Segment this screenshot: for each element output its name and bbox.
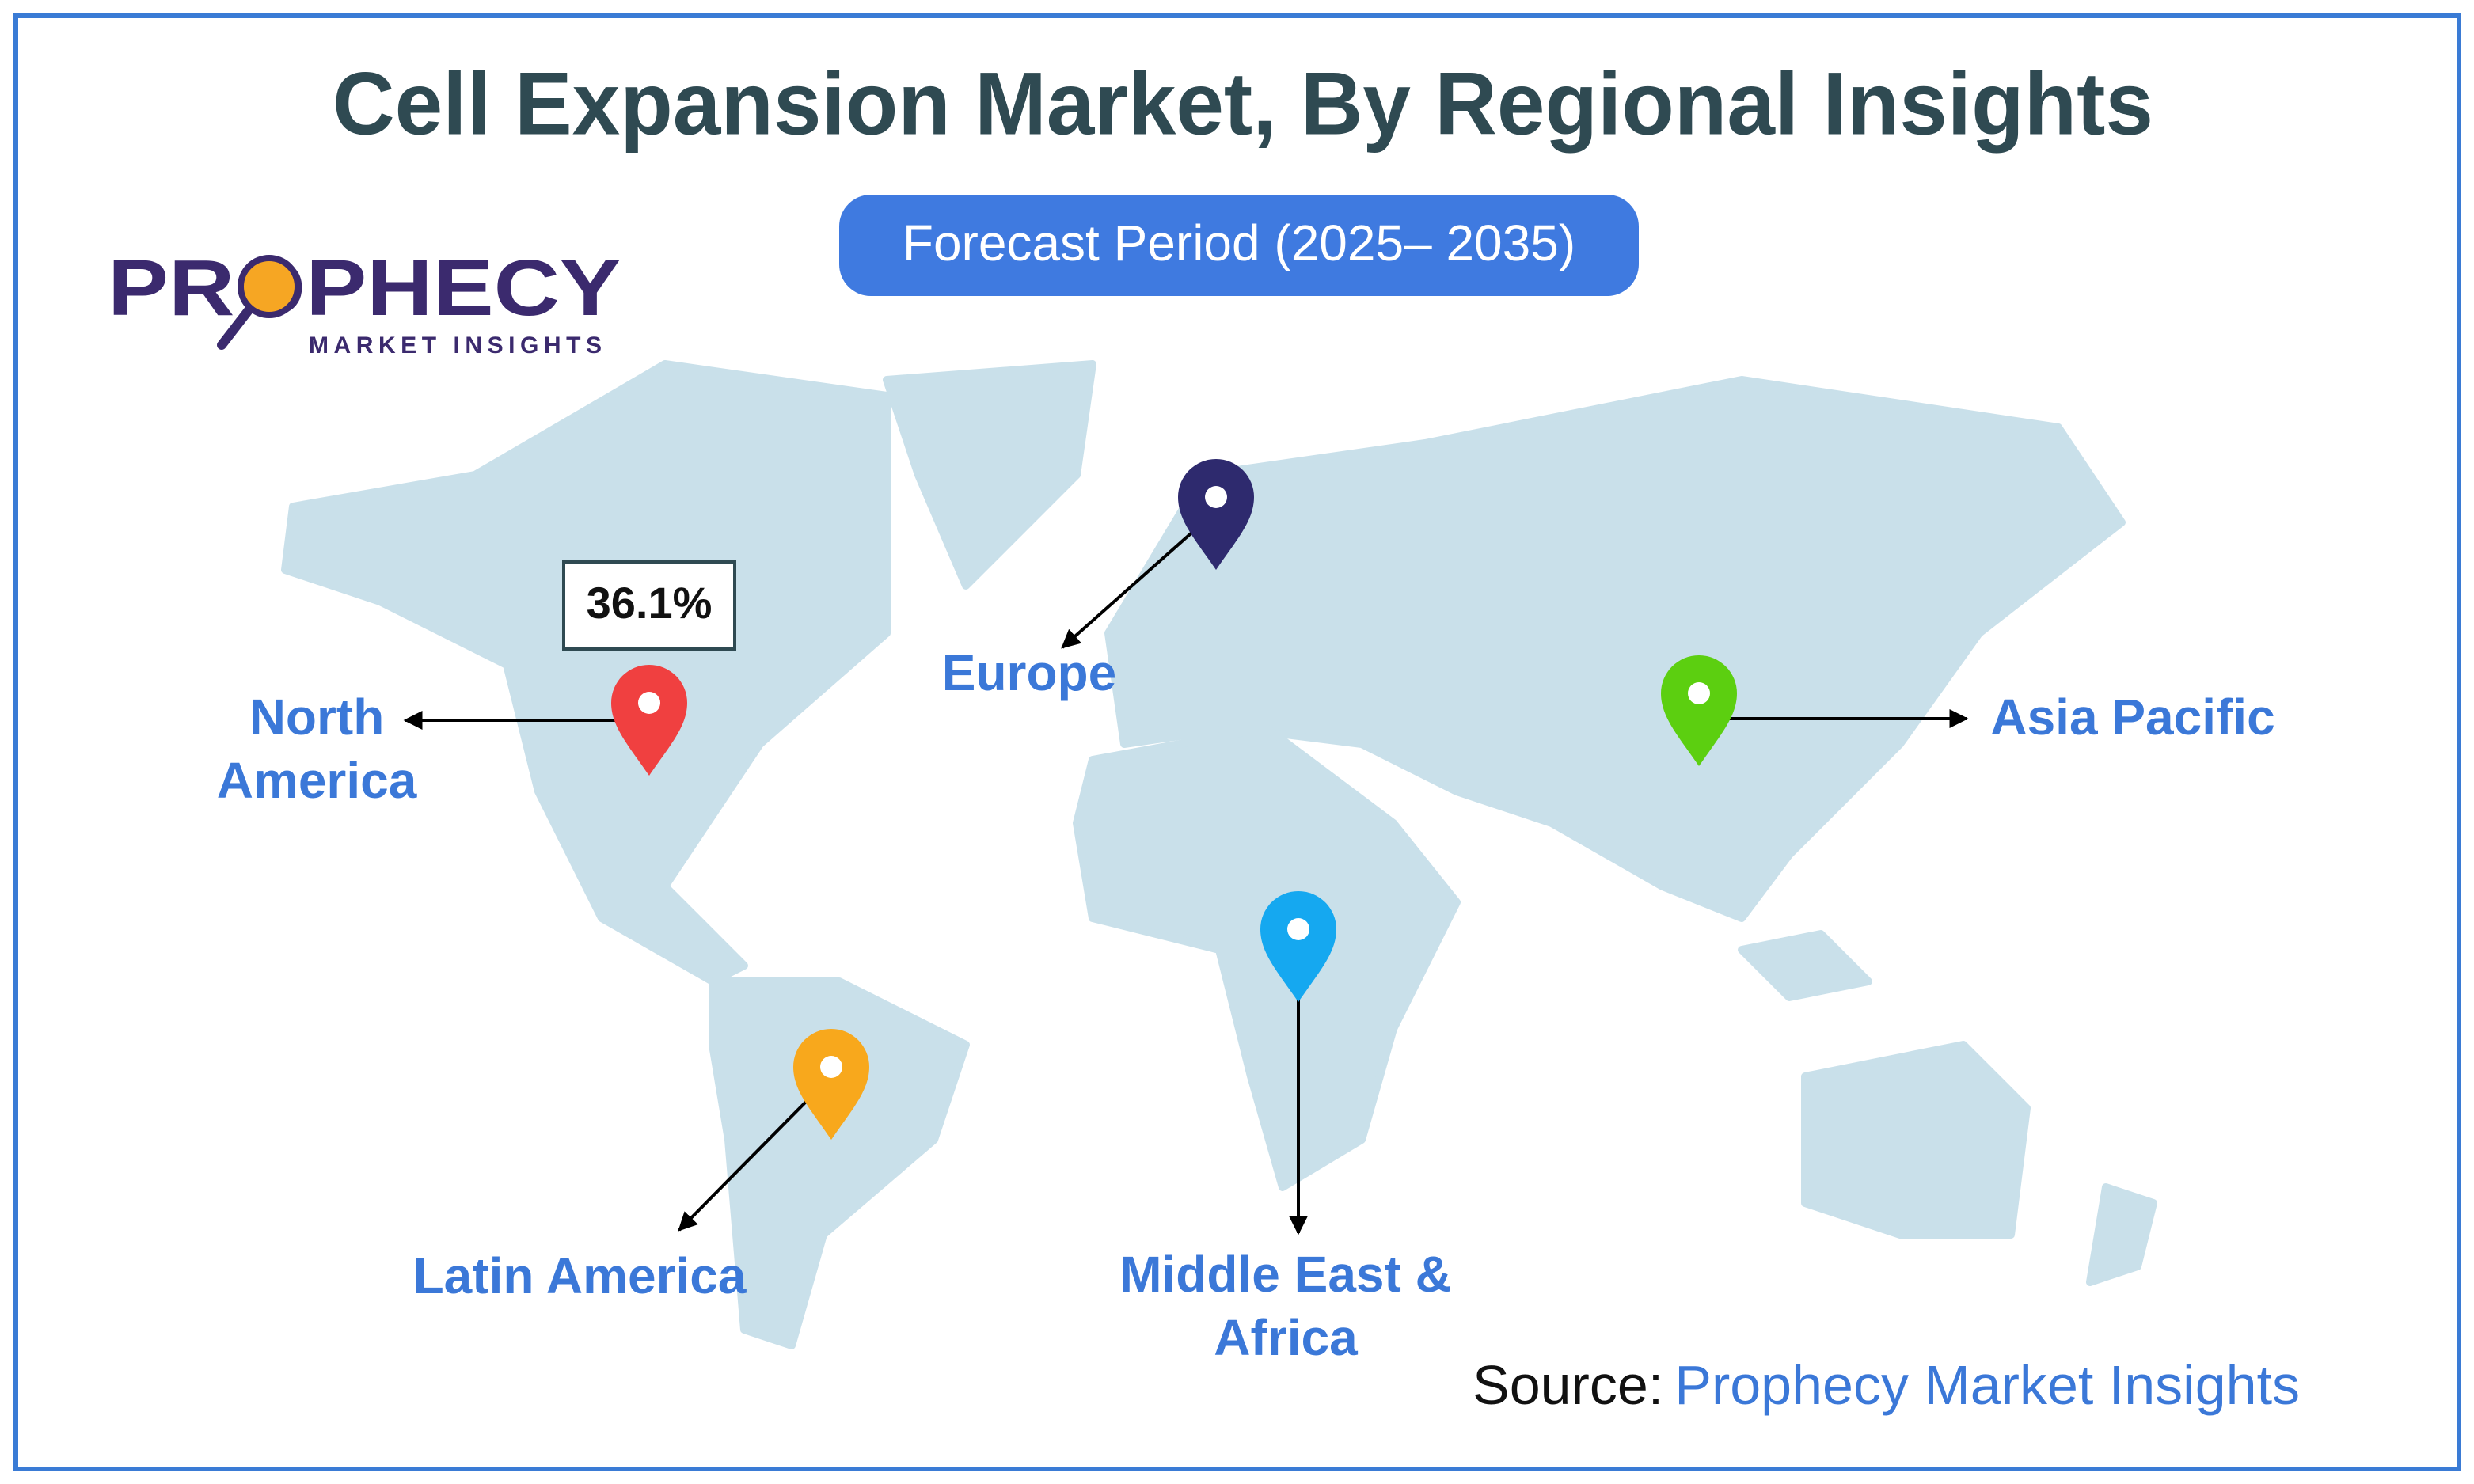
pin: [1260, 891, 1336, 1002]
land: [1801, 1041, 2031, 1239]
subtitle-pill: [839, 195, 1639, 296]
logo-name: PROPHECY: [108, 244, 621, 332]
logo-lens: [238, 255, 301, 318]
arrow: [678, 1099, 809, 1232]
region-label: Europe: [941, 644, 1117, 701]
logo-tagline: MARKET INSIGHTS: [309, 332, 602, 359]
pin: [793, 1029, 869, 1140]
land: [1073, 724, 1461, 1191]
region-label: North America: [216, 689, 417, 809]
title: Cell Expansion Market, By Regional Insig…: [333, 55, 2153, 154]
pin: [611, 665, 687, 776]
land: [1738, 930, 1872, 1001]
subtitle: Forecast Period (2025– 2035): [903, 214, 1575, 271]
land: [1104, 376, 2126, 922]
pin: [1661, 655, 1737, 766]
share-box: [562, 560, 736, 651]
land: [883, 360, 1096, 590]
world-map: [281, 360, 2157, 1349]
land: [281, 360, 891, 985]
arrow: [1061, 521, 1205, 649]
region-label: Asia Pacific: [1990, 689, 2275, 746]
region-label: Middle East & Africa: [1119, 1246, 1452, 1366]
share-value: 36.1%: [587, 578, 713, 628]
source-name: Prophecy Market Insights: [1674, 1354, 2300, 1416]
source-prefix: Source:: [1473, 1354, 1663, 1416]
region-label: Latin America: [412, 1247, 747, 1304]
source: Source: Prophecy Market Insights: [1473, 1354, 2300, 1416]
frame: [13, 13, 2461, 1471]
land: [709, 977, 970, 1349]
logo-handle: [217, 306, 253, 350]
pin: [1178, 459, 1254, 570]
land: [2086, 1183, 2157, 1286]
